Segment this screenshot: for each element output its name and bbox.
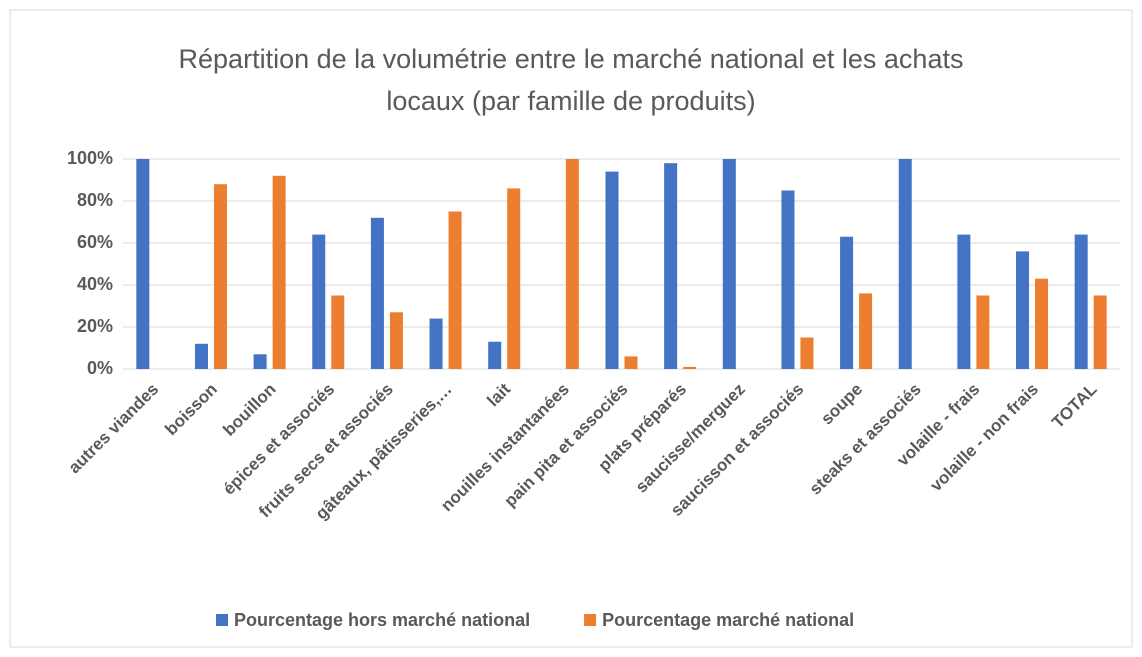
y-tick-label: 40% (77, 274, 113, 294)
legend-swatch (584, 614, 597, 626)
bar (331, 295, 345, 369)
bar (840, 236, 854, 369)
bar (683, 366, 697, 369)
bar (781, 190, 795, 369)
bar (605, 171, 619, 369)
bar (272, 175, 286, 369)
bar (194, 343, 208, 369)
bar (1074, 234, 1088, 369)
legend-swatch (216, 614, 228, 626)
bar (448, 211, 462, 369)
bar (312, 234, 326, 369)
bar (722, 159, 736, 369)
y-tick-label: 100% (67, 148, 113, 168)
bar (253, 354, 267, 369)
bar (976, 295, 990, 369)
bar (859, 293, 873, 369)
bar (507, 188, 521, 369)
legend-label: Pourcentage marché national (602, 610, 854, 630)
bar (370, 217, 384, 369)
bar (1016, 251, 1030, 369)
legend-label: Pourcentage hors marché national (234, 610, 530, 630)
bar (488, 341, 502, 369)
y-tick-label: 60% (77, 232, 113, 252)
bar (429, 318, 443, 369)
bar (624, 356, 638, 369)
bar (213, 184, 227, 369)
bar (1035, 278, 1049, 369)
chart-title: Répartition de la volumétrie entre le ma… (178, 44, 964, 116)
bar (664, 163, 678, 369)
y-tick-label: 80% (77, 190, 113, 210)
bar (957, 234, 971, 369)
bar (389, 312, 403, 369)
bar (565, 159, 579, 369)
bar (898, 159, 912, 369)
y-tick-label: 20% (77, 316, 113, 336)
bar (1093, 295, 1107, 369)
bar (136, 159, 150, 369)
bar (800, 337, 814, 369)
y-tick-label: 0% (87, 358, 113, 378)
